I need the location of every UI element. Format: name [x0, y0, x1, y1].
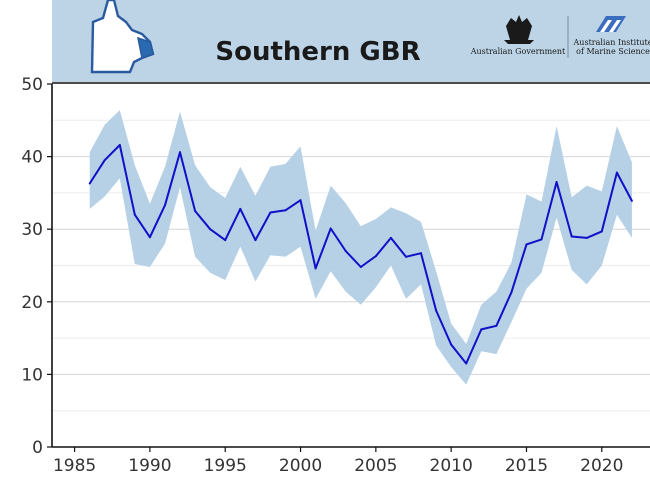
data-point: [405, 255, 407, 258]
data-point: [239, 207, 242, 210]
y-tick-label: 20: [21, 293, 43, 313]
header-band: [52, 0, 650, 82]
data-point: [435, 309, 438, 312]
data-point: [480, 328, 483, 331]
data-point: [224, 239, 227, 242]
y-tick-labels: 0 10 20 30 40 50: [21, 75, 43, 458]
data-point: [359, 266, 362, 268]
data-point: [450, 343, 453, 346]
y-tick-label: 40: [21, 148, 43, 168]
y-tick-label: 0: [32, 438, 43, 458]
gov-logo-text: Australian Government: [470, 47, 566, 56]
data-point: [329, 227, 332, 230]
data-point: [299, 199, 302, 202]
data-point: [525, 243, 528, 246]
data-point: [344, 250, 347, 252]
data-point: [254, 239, 257, 242]
x-tick-labels: 1985 1990 1995 2000 2005 2010 2015 2020: [53, 456, 623, 476]
data-point: [540, 238, 543, 241]
x-tick-label: 2015: [505, 456, 548, 476]
data-point: [630, 199, 633, 202]
series-line: [88, 144, 633, 365]
data-point: [194, 210, 197, 212]
x-tick-label: 1995: [204, 456, 247, 476]
data-point: [420, 252, 422, 255]
x-tick-label: 2020: [580, 456, 623, 476]
data-point: [600, 230, 603, 233]
data-point: [314, 267, 317, 270]
data-point: [269, 211, 272, 214]
aims-logo-text-line2: of Marine Science: [576, 47, 650, 56]
australian-government-logo: Australian Government: [470, 15, 566, 56]
data-point: [510, 291, 513, 294]
data-point: [209, 228, 212, 231]
data-point: [570, 235, 573, 238]
x-tick-label: 2000: [279, 456, 322, 476]
data-point: [585, 236, 588, 239]
data-point: [465, 362, 468, 365]
data-point: [284, 209, 287, 212]
data-point: [118, 144, 121, 146]
x-tick-label: 1990: [128, 456, 171, 476]
aims-logo-text-line1: Australian Institute: [573, 38, 650, 47]
data-point: [495, 324, 498, 327]
x-tick-label: 2010: [430, 456, 473, 476]
data-point: [179, 151, 181, 154]
y-tick-label: 50: [21, 75, 43, 95]
aims-logo: Australian Institute of Marine Science: [573, 16, 650, 56]
x-tick-label: 2005: [354, 456, 397, 476]
chart-title: Southern GBR: [215, 37, 420, 67]
axes: [47, 82, 650, 452]
confidence-band-area: [89, 110, 632, 385]
x-tick-label: 1985: [53, 456, 96, 476]
confidence-band: [89, 110, 632, 385]
data-point: [374, 255, 377, 258]
data-point: [88, 182, 91, 185]
data-point: [133, 213, 136, 216]
data-point: [555, 181, 558, 183]
data-point: [103, 159, 106, 162]
data-point: [148, 236, 151, 239]
queensland-map-icon: [90, 0, 155, 74]
data-point: [615, 171, 618, 174]
y-tick-label: 30: [21, 220, 43, 240]
y-tick-label: 10: [21, 365, 43, 385]
data-point: [164, 204, 166, 207]
data-point: [389, 236, 392, 239]
